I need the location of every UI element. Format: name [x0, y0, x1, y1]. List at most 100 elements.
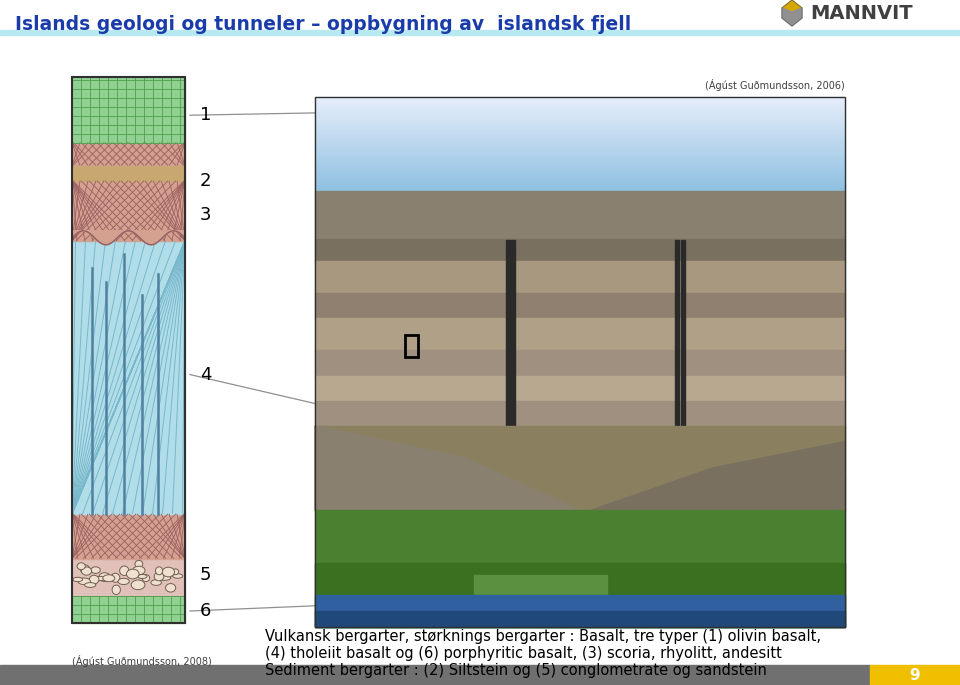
Bar [315, 179, 845, 180]
Text: 4: 4 [200, 366, 211, 384]
Bar [315, 116, 845, 117]
Ellipse shape [103, 575, 115, 582]
Bar [315, 169, 845, 170]
Bar [315, 127, 845, 128]
Bar [315, 185, 845, 186]
Bar [315, 138, 845, 139]
Bar [315, 178, 845, 179]
Bar [315, 151, 845, 152]
Bar [315, 149, 845, 150]
Bar [315, 122, 845, 123]
Bar [315, 168, 845, 169]
Ellipse shape [99, 573, 110, 582]
Bar [315, 186, 845, 187]
Bar [315, 510, 845, 627]
Ellipse shape [91, 566, 100, 573]
Ellipse shape [151, 580, 161, 586]
Ellipse shape [84, 582, 96, 587]
Bar [315, 143, 845, 144]
Bar [315, 152, 845, 153]
Bar [315, 183, 845, 184]
Bar [315, 109, 845, 110]
Bar [315, 180, 845, 181]
Bar [315, 115, 845, 116]
Bar [72, 596, 185, 623]
Bar [72, 558, 185, 596]
Bar [315, 137, 845, 138]
Bar [315, 99, 845, 100]
Bar [0, 665, 870, 685]
Bar [315, 595, 845, 627]
Ellipse shape [118, 578, 130, 584]
Bar [315, 121, 845, 122]
Bar [72, 77, 185, 142]
Ellipse shape [162, 567, 175, 577]
Ellipse shape [73, 577, 83, 582]
Polygon shape [590, 442, 845, 510]
Bar [72, 241, 185, 514]
Bar [315, 174, 845, 175]
Bar [315, 156, 845, 157]
Bar [315, 182, 845, 183]
Bar [315, 106, 845, 107]
Bar [315, 162, 845, 163]
Ellipse shape [155, 572, 164, 581]
Bar [315, 97, 845, 627]
Bar [315, 148, 845, 149]
Bar [870, 665, 960, 685]
Bar [315, 144, 845, 145]
Bar [315, 175, 845, 176]
Polygon shape [782, 8, 802, 26]
Bar [315, 105, 845, 106]
Bar [315, 146, 845, 147]
Ellipse shape [78, 578, 90, 584]
Bar [72, 77, 185, 623]
Bar [315, 427, 845, 453]
Bar [315, 165, 845, 166]
Bar [315, 108, 845, 109]
Bar [315, 563, 845, 627]
Bar [315, 293, 845, 319]
Text: 1: 1 [200, 106, 211, 124]
Bar [315, 350, 845, 377]
Ellipse shape [142, 575, 150, 582]
Bar [315, 157, 845, 158]
Bar [315, 173, 845, 174]
Bar [315, 117, 845, 118]
Bar [315, 100, 845, 101]
Bar [315, 163, 845, 164]
Bar [315, 141, 845, 142]
Bar [315, 452, 845, 479]
Ellipse shape [135, 560, 143, 568]
Polygon shape [72, 231, 185, 245]
Text: (Ágúst Guðmundsson, 2006): (Ágúst Guðmundsson, 2006) [706, 79, 845, 91]
Bar [315, 110, 845, 111]
Text: Sediment bergarter : (2) Siltstein og (5) conglometrate og sandstein: Sediment bergarter : (2) Siltstein og (5… [265, 663, 767, 678]
Bar [315, 124, 845, 125]
Bar [315, 166, 845, 167]
Bar [72, 514, 185, 558]
Bar [315, 133, 845, 134]
Bar [315, 147, 845, 148]
Polygon shape [782, 0, 802, 12]
Bar [315, 160, 845, 161]
Bar [315, 184, 845, 185]
Ellipse shape [132, 566, 145, 575]
Ellipse shape [165, 584, 176, 592]
Text: (Ágúst Guðmundsson, 2008): (Ágúst Guðmundsson, 2008) [72, 655, 212, 667]
Ellipse shape [82, 567, 91, 575]
Bar [315, 176, 845, 177]
Text: (4) tholeiit basalt og (6) porphyritic basalt, (3) scoria, rhyolitt, andesitt: (4) tholeiit basalt og (6) porphyritic b… [265, 646, 781, 661]
Ellipse shape [173, 574, 182, 578]
Text: 5: 5 [200, 566, 211, 584]
Bar [315, 187, 845, 188]
Bar [676, 240, 680, 510]
Ellipse shape [80, 565, 89, 573]
Bar [315, 130, 845, 131]
Text: 6: 6 [200, 602, 211, 620]
Text: MANNVIT: MANNVIT [810, 3, 913, 23]
Bar [315, 177, 845, 178]
Bar [315, 139, 845, 140]
Bar [315, 190, 845, 191]
Bar [315, 145, 845, 146]
